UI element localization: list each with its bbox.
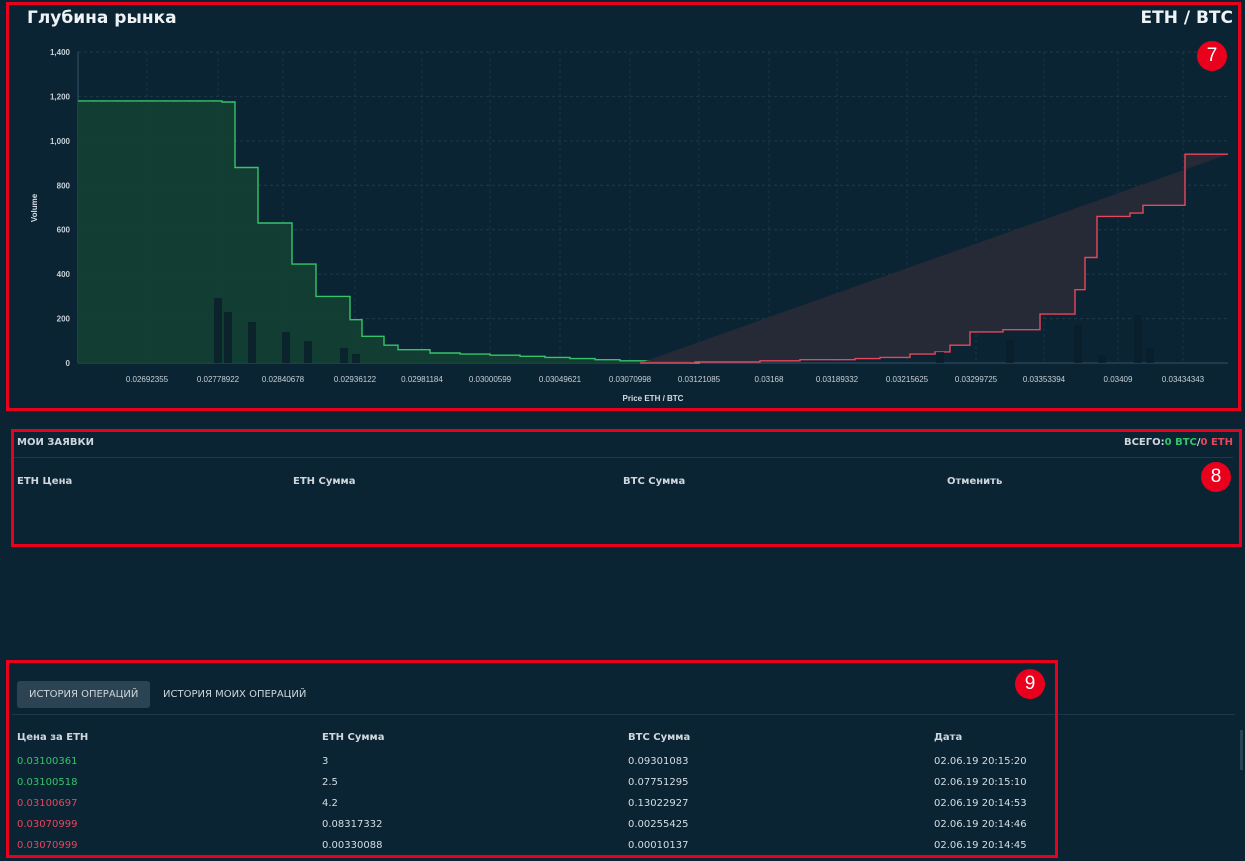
- orders-total-label: ВСЕГО:: [1123, 437, 1165, 448]
- depth-chart: 0 200 400 600 800 1,000 1,200 1,400 0.02692355 0.…: [30, 48, 1228, 403]
- asks-area: [640, 154, 1228, 363]
- divider: [12, 457, 1233, 458]
- trade-price: 0.03100697: [17, 798, 78, 809]
- x-tick-label: 0.03434343: [1162, 375, 1205, 384]
- trade-btc-amount: 0.00010137: [628, 840, 689, 851]
- trade-eth-amount: 2.5: [322, 777, 338, 788]
- trade-price: 0.03100518: [17, 777, 78, 788]
- y-tick-label: 0: [66, 359, 71, 368]
- depth-chart-panel: 0 200 400 600 800 1,000 1,200 1,400 0.02692355 0.…: [0, 0, 1245, 412]
- annotation-box-9: [6, 660, 1058, 858]
- y-tick-label: 600: [57, 226, 71, 235]
- trade-date: 02.06.19 20:15:10: [934, 777, 1027, 788]
- column-eth-amount: ETH Сумма: [293, 476, 356, 487]
- x-tick-label: 0.03353394: [1023, 375, 1066, 384]
- orders-total-eth: 0 ETH: [1200, 437, 1233, 448]
- x-tick-label: 0.03121085: [678, 375, 721, 384]
- volume-bar: [340, 348, 348, 363]
- column-date: Дата: [934, 732, 963, 743]
- volume-bar: [352, 354, 360, 363]
- y-axis-label: Volume: [30, 193, 39, 222]
- table-row: 0.03070999 0.00330088 0.00010137 02.06.1…: [0, 840, 1060, 861]
- trade-btc-amount: 0.00255425: [628, 819, 689, 830]
- x-tick-label: 0.02692355: [126, 375, 169, 384]
- bids-line: [78, 100, 700, 364]
- annotation-badge-8: 8: [1201, 462, 1231, 492]
- x-tick-label: 0.03049621: [539, 375, 582, 384]
- x-tick-label: 0.03215625: [886, 375, 929, 384]
- volume-bar: [1074, 325, 1082, 363]
- x-tick-label: 0.02778922: [197, 375, 240, 384]
- volume-bar: [936, 352, 944, 363]
- trade-eth-amount: 3: [322, 756, 329, 767]
- y-tick-label: 1,000: [50, 137, 71, 146]
- x-tick-label: 0.02936122: [334, 375, 377, 384]
- orders-total-separator: /: [1196, 437, 1201, 448]
- pair-label: ETH / BTC: [1140, 8, 1233, 28]
- trade-btc-amount: 0.07751295: [628, 777, 689, 788]
- y-tick-label: 1,400: [50, 48, 71, 57]
- trade-btc-amount: 0.09301083: [628, 756, 689, 767]
- x-tick-label: 0.03189332: [816, 375, 859, 384]
- column-btc-amount: BTC Сумма: [628, 732, 691, 743]
- depth-chart-title: Глубина рынка: [27, 8, 177, 28]
- column-btc-amount: BTC Сумма: [623, 476, 686, 487]
- divider: [12, 714, 1235, 715]
- x-tick-label: 0.03168: [755, 375, 784, 384]
- volume-bar: [304, 341, 312, 363]
- trade-price: 0.03100361: [17, 756, 78, 767]
- asks-line: [640, 153, 1228, 364]
- trade-eth-amount: 4.2: [322, 798, 338, 809]
- annotation-box-7: [6, 2, 1241, 411]
- volume-bar: [1098, 355, 1106, 363]
- volume-bar: [224, 312, 232, 363]
- tab-my-trade-history[interactable]: ИСТОРИЯ МОИХ ОПЕРАЦИЙ: [163, 689, 307, 700]
- x-tick-label: 0.03299725: [955, 375, 998, 384]
- column-price: Цена за ETH: [17, 732, 89, 743]
- annotation-box-8: [11, 429, 1242, 547]
- scrollbar[interactable]: [1240, 730, 1243, 770]
- y-tick-label: 200: [57, 315, 71, 324]
- tab-trade-history[interactable]: ИСТОРИЯ ОПЕРАЦИЙ: [17, 681, 151, 708]
- x-tick-label: 0.03070998: [609, 375, 652, 384]
- trade-price: 0.03070999: [17, 819, 78, 830]
- column-eth-amount: ETH Сумма: [322, 732, 385, 743]
- orders-total: ВСЕГО:0 BTC/0 ETH: [1124, 437, 1233, 448]
- column-cancel: Отменить: [947, 476, 1003, 487]
- my-orders-panel: МОИ ЗАЯВКИ ВСЕГО:0 BTC/0 ETH ETH Цена ET…: [0, 424, 1245, 662]
- volume-bar: [282, 332, 290, 363]
- table-row: 0.03100697 4.2 0.13022927 02.06.19 20:14…: [0, 798, 1060, 819]
- volume-bar: [1134, 315, 1142, 363]
- annotation-badge-7: 7: [1197, 41, 1227, 71]
- trade-date: 02.06.19 20:15:20: [934, 756, 1027, 767]
- x-tick-label: 0.03000599: [469, 375, 512, 384]
- bids-area: [78, 100, 700, 364]
- trade-eth-amount: 0.08317332: [322, 819, 383, 830]
- table-row: 0.03100518 2.5 0.07751295 02.06.19 20:15…: [0, 777, 1060, 798]
- y-tick-label: 1,200: [50, 92, 71, 101]
- trade-btc-amount: 0.13022927: [628, 798, 689, 809]
- y-tick-label: 400: [57, 270, 71, 279]
- volume-bar: [214, 298, 222, 363]
- orders-total-btc: 0 BTC: [1164, 437, 1197, 448]
- x-tick-label: 0.03409: [1104, 375, 1133, 384]
- x-tick-label: 0.02840678: [262, 375, 305, 384]
- table-row: 0.03100361 3 0.09301083 02.06.19 20:15:2…: [0, 756, 1060, 777]
- volume-bar: [1146, 348, 1154, 363]
- volume-bar: [248, 322, 256, 363]
- my-orders-title: МОИ ЗАЯВКИ: [17, 437, 95, 448]
- annotation-badge-9: 9: [1015, 669, 1045, 699]
- y-tick-label: 800: [57, 181, 71, 190]
- table-row: 0.03070999 0.08317332 0.00255425 02.06.1…: [0, 819, 1060, 840]
- trade-date: 02.06.19 20:14:46: [934, 819, 1027, 830]
- trade-price: 0.03070999: [17, 840, 78, 851]
- trade-date: 02.06.19 20:14:53: [934, 798, 1027, 809]
- trade-eth-amount: 0.00330088: [322, 840, 383, 851]
- x-tick-label: 0.02981184: [401, 375, 443, 384]
- trade-date: 02.06.19 20:14:45: [934, 840, 1027, 851]
- volume-bar: [1006, 340, 1014, 363]
- x-axis-label: Price ETH / BTC: [623, 394, 684, 403]
- column-eth-price: ETH Цена: [17, 476, 73, 487]
